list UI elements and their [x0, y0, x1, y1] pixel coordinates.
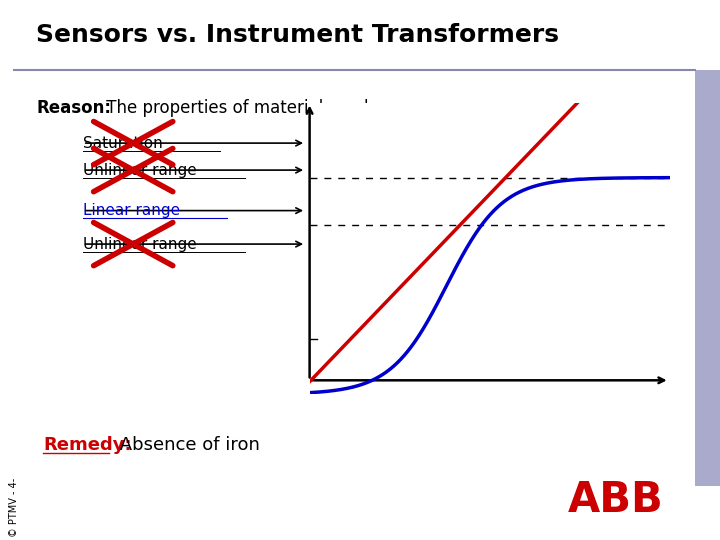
Text: © PTMV - 4-: © PTMV - 4-	[9, 478, 19, 537]
Text: Sensors vs. Instrument Transformers: Sensors vs. Instrument Transformers	[36, 23, 559, 47]
Text: Unlinear range: Unlinear range	[83, 163, 197, 178]
FancyBboxPatch shape	[695, 70, 720, 486]
Text: Absence of iron: Absence of iron	[114, 436, 260, 455]
Text: Linear range: Linear range	[83, 203, 180, 218]
Text: Unlinear range: Unlinear range	[83, 237, 197, 252]
Text: Reason:: Reason:	[36, 99, 111, 117]
Text: ABB: ABB	[568, 478, 663, 521]
Text: Saturation: Saturation	[83, 136, 163, 151]
FancyBboxPatch shape	[0, 0, 720, 70]
Text: The properties of material used: The properties of material used	[101, 99, 369, 117]
Text: Remedy:: Remedy:	[43, 436, 132, 455]
